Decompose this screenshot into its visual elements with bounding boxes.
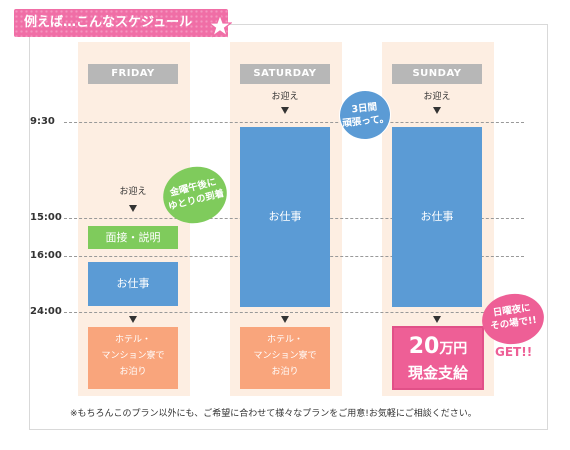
friday-pickup-label: お迎え: [119, 187, 147, 197]
sunday-pickup-arrow-icon: [433, 107, 441, 114]
friday-hotel-line-2: マンション寮で: [101, 351, 165, 361]
sunday-pay-unit: 万円: [439, 341, 468, 357]
friday-night-arrow-icon: [129, 316, 137, 323]
schedule-title: 例えば…こんなスケジュール: [24, 15, 193, 30]
title-dot-pattern: [14, 9, 228, 37]
sunday-work-block: お仕事: [392, 127, 482, 307]
time-label-1500: 15:00: [30, 212, 62, 223]
sunday-pay-amount-line: 20万円: [394, 335, 482, 362]
saturday-night-arrow-icon: [281, 316, 289, 323]
friday-hotel-line-1: ホテル・: [114, 335, 151, 345]
time-label-1600: 16:00: [30, 250, 62, 261]
saturday-pickup-label: お迎え: [271, 92, 299, 102]
time-line-0930: [64, 122, 524, 123]
friday-interview-block: 面接・説明: [88, 226, 178, 249]
friday-pickup-arrow-icon: [129, 205, 137, 212]
saturday-header: SATURDAY: [240, 64, 330, 84]
saturday-hotel-line-1: ホテル・: [266, 335, 303, 345]
footnote: ※もちろんこのプラン以外にも、ご希望に合わせて様々なプランをご用意!お気軽にご相…: [70, 409, 477, 419]
saturday-hotel-block: ホテル・ マンション寮で お泊り: [240, 327, 330, 389]
friday-hotel-line-3: お泊り: [119, 367, 147, 377]
sunday-pay-block: 20万円 現金支給: [392, 326, 484, 390]
sunday-pay-amount: 20: [408, 334, 440, 359]
get-label: GET!!: [495, 345, 533, 359]
saturday-pickup-arrow-icon: [281, 107, 289, 114]
star-icon: [208, 14, 232, 38]
friday-work-block: お仕事: [88, 262, 178, 306]
time-label-0930: 9:30: [30, 116, 55, 127]
sunday-pickup-label: お迎え: [423, 92, 451, 102]
schedule-title-tab: 例えば…こんなスケジュール: [14, 9, 228, 37]
saturday-hotel-line-2: マンション寮で: [253, 351, 317, 361]
time-label-2400: 24:00: [30, 306, 62, 317]
saturday-work-block: お仕事: [240, 127, 330, 307]
sunday-header: SUNDAY: [392, 64, 482, 84]
saturday-hotel-line-3: お泊り: [271, 367, 299, 377]
friday-header: FRIDAY: [88, 64, 178, 84]
sunday-night-arrow-icon: [433, 316, 441, 323]
sunday-pay-label: 現金支給: [407, 364, 468, 382]
time-line-2400: [64, 312, 524, 313]
friday-hotel-block: ホテル・ マンション寮で お泊り: [88, 327, 178, 389]
